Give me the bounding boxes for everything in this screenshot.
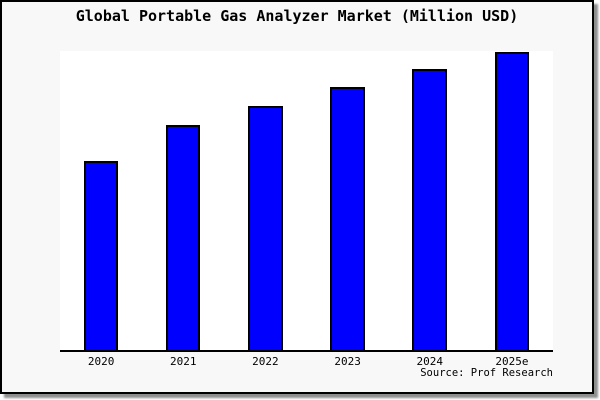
bar-2024 (412, 69, 447, 350)
bar-2021 (165, 124, 201, 350)
bar-2023 (330, 87, 365, 350)
x-tick-label-2021: 2021 (170, 355, 197, 368)
x-tick-label-2020: 2020 (87, 355, 115, 368)
plot-area (60, 51, 553, 352)
x-tick-label-2024: 2024 (416, 355, 444, 368)
bar-2022 (248, 106, 283, 350)
x-tick-label-2023: 2023 (334, 355, 361, 368)
bar-2020 (83, 161, 119, 350)
figure-frame: Global Portable Gas Analyzer Market (Mil… (0, 0, 594, 394)
chart-title: Global Portable Gas Analyzer Market (Mil… (75, 7, 519, 25)
x-tick-label-2022: 2022 (252, 355, 279, 368)
x-tick-label-2025e: 2025e (495, 355, 529, 368)
source-credit: Source: Prof Research (420, 367, 553, 379)
bar-2025e (494, 51, 530, 350)
x-axis-labels: 2020 2021 2022 2023 2024 2025e (60, 355, 553, 368)
